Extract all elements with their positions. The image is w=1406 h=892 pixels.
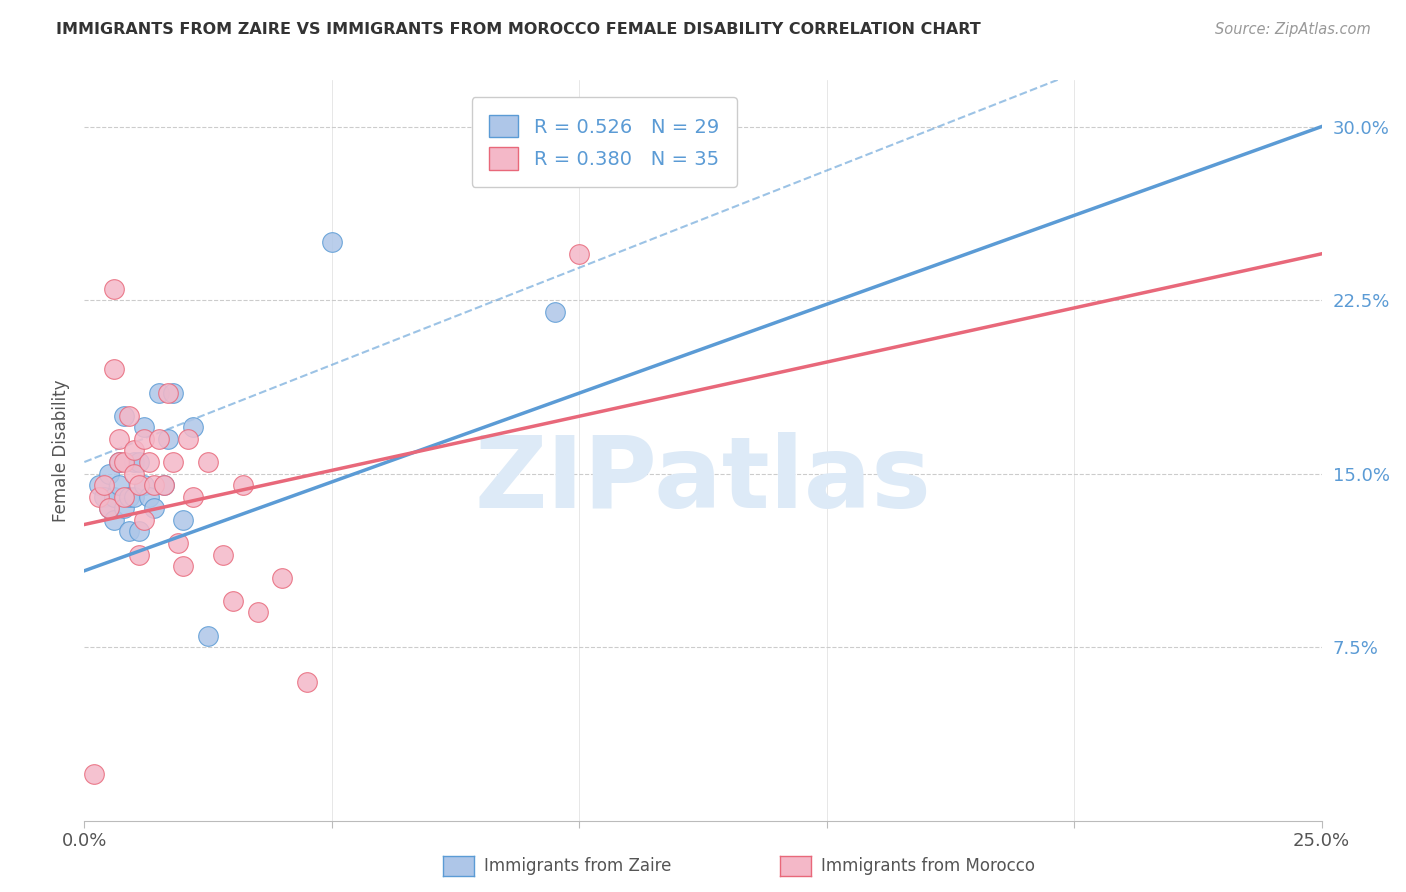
Point [157, 385, 180, 400]
Point [568, 247, 591, 261]
Point [181, 490, 204, 504]
Text: Immigrants from Morocco: Immigrants from Morocco [821, 857, 1035, 875]
Point [162, 455, 184, 469]
Text: #ddeaf7: #ddeaf7 [703, 479, 709, 480]
Point [112, 490, 135, 504]
Point [112, 455, 135, 469]
Point [108, 455, 131, 469]
Point [103, 490, 125, 504]
Point [112, 501, 135, 516]
Point [132, 420, 155, 434]
Point [128, 455, 150, 469]
Point [157, 432, 180, 446]
Point [103, 362, 125, 376]
Point [152, 478, 174, 492]
Point [122, 443, 145, 458]
Point [112, 409, 135, 423]
Point [118, 524, 141, 539]
Point [197, 455, 219, 469]
Point [122, 490, 145, 504]
Point [103, 513, 125, 527]
Point [108, 455, 131, 469]
Point [108, 432, 131, 446]
Point [132, 513, 155, 527]
Point [142, 501, 165, 516]
Point [118, 490, 141, 504]
Point [93, 490, 115, 504]
Point [122, 467, 145, 481]
Legend: R = 0.526   N = 29, R = 0.380   N = 35: R = 0.526 N = 29, R = 0.380 N = 35 [471, 97, 737, 187]
Point [295, 674, 318, 689]
Point [132, 478, 155, 492]
Point [543, 304, 565, 318]
Point [83, 767, 105, 781]
Text: IMMIGRANTS FROM ZAIRE VS IMMIGRANTS FROM MOROCCO FEMALE DISABILITY CORRELATION C: IMMIGRANTS FROM ZAIRE VS IMMIGRANTS FROM… [56, 22, 981, 37]
Point [89, 478, 111, 492]
Point [118, 409, 141, 423]
Point [89, 490, 111, 504]
Point [93, 478, 115, 492]
Text: Immigrants from Zaire: Immigrants from Zaire [484, 857, 671, 875]
Point [167, 536, 190, 550]
Point [98, 501, 121, 516]
Point [142, 478, 165, 492]
Point [138, 455, 160, 469]
Point [197, 628, 219, 642]
Point [103, 281, 125, 295]
Point [108, 478, 131, 492]
Point [132, 432, 155, 446]
Point [172, 559, 194, 574]
Point [232, 478, 254, 492]
Point [172, 513, 194, 527]
Point [222, 594, 245, 608]
Text: Source: ZipAtlas.com: Source: ZipAtlas.com [1215, 22, 1371, 37]
Point [181, 420, 204, 434]
Point [128, 548, 150, 562]
Point [212, 548, 235, 562]
Point [246, 606, 269, 620]
Point [271, 571, 294, 585]
Point [138, 490, 160, 504]
Point [128, 478, 150, 492]
Point [321, 235, 343, 250]
Point [177, 432, 200, 446]
Point [148, 432, 170, 446]
Point [162, 385, 184, 400]
Y-axis label: Female Disability: Female Disability [52, 379, 70, 522]
Text: ZIPatlas: ZIPatlas [475, 432, 931, 529]
Point [122, 455, 145, 469]
Point [98, 501, 121, 516]
Point [148, 385, 170, 400]
Point [128, 524, 150, 539]
Point [98, 467, 121, 481]
Point [152, 478, 174, 492]
